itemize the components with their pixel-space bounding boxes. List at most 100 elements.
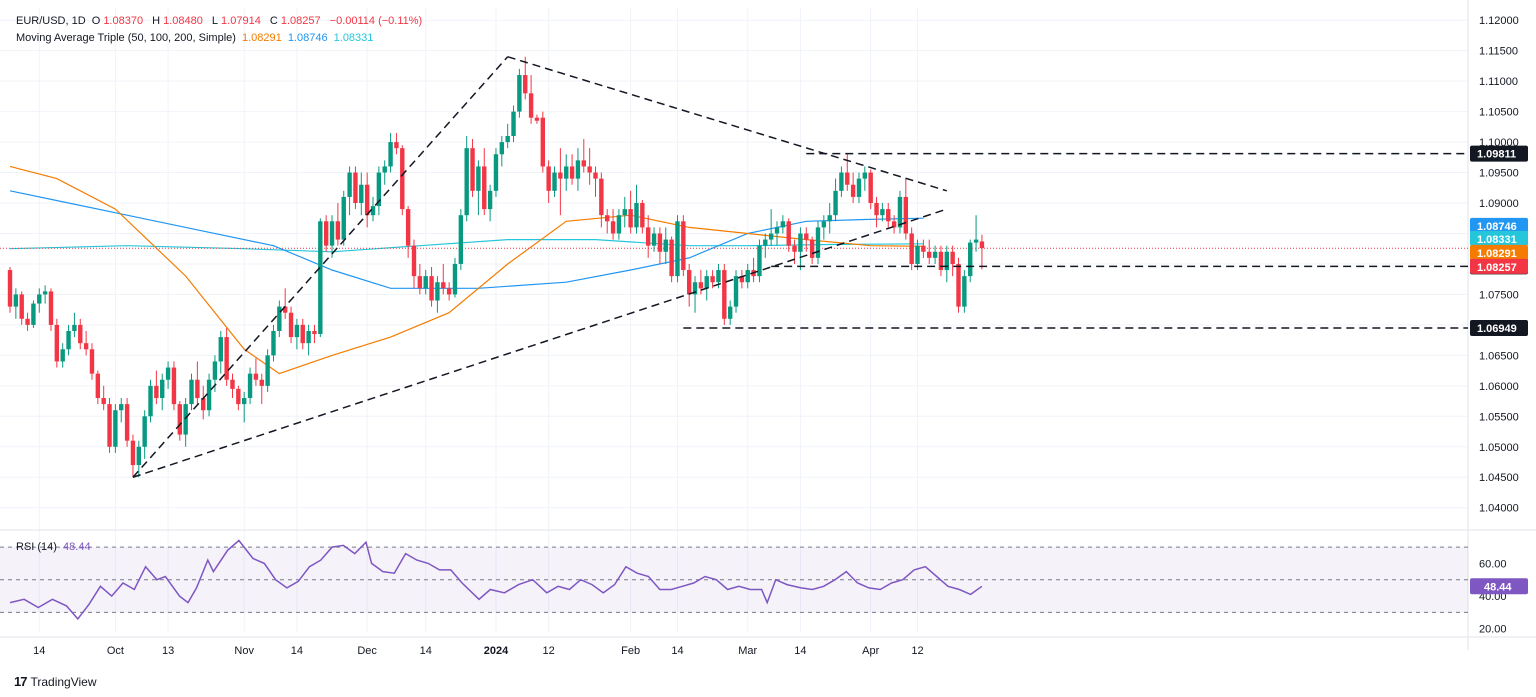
candle-up: [915, 245, 920, 264]
candle-down: [886, 209, 891, 222]
candle-up: [42, 291, 48, 295]
candle-up: [815, 227, 821, 258]
candle-up: [66, 330, 71, 350]
price-tick-label: 1.12000: [1479, 15, 1519, 27]
candle-down: [909, 233, 914, 264]
ohlc-high: H 1.08480: [152, 15, 203, 27]
candle-up: [72, 324, 77, 331]
candle-down: [130, 440, 136, 466]
ohlc-low: L 1.07914: [211, 15, 261, 27]
candle-up: [733, 276, 739, 307]
candle-down: [868, 172, 873, 204]
candle-up: [376, 172, 382, 207]
candle-up: [370, 206, 376, 216]
rsi-band-fill: [0, 547, 1468, 613]
candle-up: [165, 367, 171, 380]
candle-down: [282, 306, 288, 313]
candle-up: [962, 276, 967, 307]
candle-down: [950, 251, 955, 264]
candle-down: [845, 172, 850, 185]
price-tick-label: 1.09500: [1479, 168, 1519, 180]
symbol-name: EUR/USD, 1D: [16, 15, 86, 27]
rsi-last-tag: 48.44: [1484, 581, 1512, 593]
ma200-value: 1.08331: [333, 32, 374, 44]
ma-price-tag-0: 1.08746: [1477, 221, 1517, 233]
candle-down: [605, 215, 610, 222]
candle-down: [523, 75, 528, 94]
candle-up: [897, 196, 903, 228]
price-tick-label: 1.07500: [1479, 289, 1519, 301]
candle-down: [610, 221, 616, 234]
brand-name: TradingView: [30, 674, 97, 689]
candle-down: [698, 282, 704, 289]
candle-up: [388, 142, 393, 167]
candle-down: [323, 221, 329, 246]
candle-up: [745, 270, 750, 283]
price-tick-label: 1.04500: [1479, 472, 1519, 484]
candle-down: [593, 172, 598, 179]
candle-down: [891, 221, 897, 228]
candle-up: [622, 209, 627, 216]
candle-down: [681, 221, 686, 271]
candle-up: [306, 330, 311, 344]
candle-up: [727, 306, 733, 319]
tradingview-logo[interactable]: 17 TradingView: [14, 674, 97, 689]
candle-up: [973, 239, 979, 243]
time-axis-label: Apr: [862, 645, 879, 657]
candle-down: [640, 203, 645, 228]
candle-up: [499, 142, 505, 155]
candle-down: [528, 93, 534, 118]
candle-down: [335, 221, 341, 240]
time-axis-label: Dec: [357, 645, 377, 657]
candle-up: [265, 355, 270, 386]
candle-down: [89, 349, 95, 374]
candle-up: [821, 221, 827, 228]
candle-down: [581, 160, 586, 167]
candle-down: [253, 373, 259, 380]
candle-up: [294, 324, 300, 338]
candle-up: [716, 270, 721, 283]
candle-up: [833, 190, 838, 216]
level-price-tag-0-bg: [1470, 145, 1528, 162]
ohlc-close: C 1.08257: [269, 15, 321, 27]
trendline-0: [132, 56, 509, 478]
candle-up: [564, 166, 569, 179]
candle-up: [763, 239, 768, 246]
time-axis-label: 14: [671, 645, 683, 657]
ma-price-tag-2: 1.08291: [1477, 248, 1517, 260]
ma-price-tag-1: 1.08331: [1477, 234, 1517, 246]
candle-up: [13, 294, 19, 307]
ma-price-tag-bg-0: [1470, 217, 1528, 233]
price-tick-label: 1.05500: [1479, 411, 1519, 423]
ma200-line: [9, 239, 924, 253]
candle-up: [142, 416, 147, 447]
candle-down: [83, 343, 89, 350]
candle-down: [364, 184, 370, 216]
candle-up: [277, 306, 282, 331]
rsi-line: [9, 539, 983, 621]
candle-down: [587, 166, 592, 173]
candle-down: [230, 379, 235, 389]
candle-up: [148, 385, 153, 417]
time-axis-label: 2024: [484, 645, 509, 657]
candle-up: [774, 227, 780, 234]
candle-up: [932, 251, 938, 258]
candle-up: [113, 410, 118, 447]
candle-up: [359, 184, 364, 204]
time-axis-label: 14: [420, 645, 432, 657]
candle-up: [675, 221, 680, 277]
candle-up: [247, 373, 253, 399]
candle-down: [48, 291, 54, 325]
candle-down: [171, 367, 177, 405]
candle-down: [669, 239, 674, 277]
time-axis-label: Mar: [738, 645, 757, 657]
candle-down: [417, 276, 423, 289]
time-axis-label: 12: [543, 645, 555, 657]
candle-down: [534, 117, 540, 121]
candle-up: [487, 190, 493, 210]
candle-up: [60, 349, 65, 362]
candle-up: [651, 233, 657, 246]
candle-up: [212, 361, 218, 380]
rsi-tick-label: 60.00: [1479, 558, 1507, 570]
